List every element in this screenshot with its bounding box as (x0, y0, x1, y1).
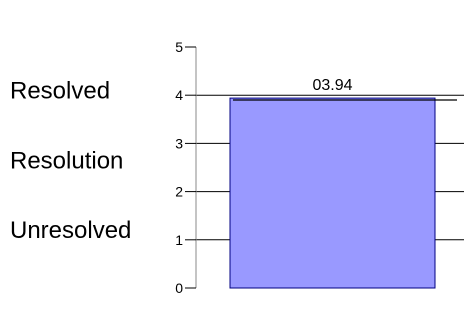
bars (229, 97, 457, 289)
y-tick-label: 1 (175, 232, 183, 248)
axis-side-label: Unresolved (10, 217, 131, 244)
axis-side-label: Resolved (10, 77, 110, 104)
labels: 0 1 2 3 4 5 03.94 Resolved Resolution Unresolved (10, 39, 353, 296)
y-tick-label: 0 (175, 280, 183, 296)
y-tick-label: 4 (175, 87, 183, 103)
y-tick-label: 5 (175, 39, 183, 55)
axis-side-label: Resolution (10, 147, 123, 174)
bar-data-label: 03.94 (312, 77, 352, 94)
y-axis (185, 46, 197, 289)
y-tick-label: 3 (175, 135, 183, 151)
y-tick-label: 2 (175, 184, 183, 200)
bar (229, 97, 436, 289)
